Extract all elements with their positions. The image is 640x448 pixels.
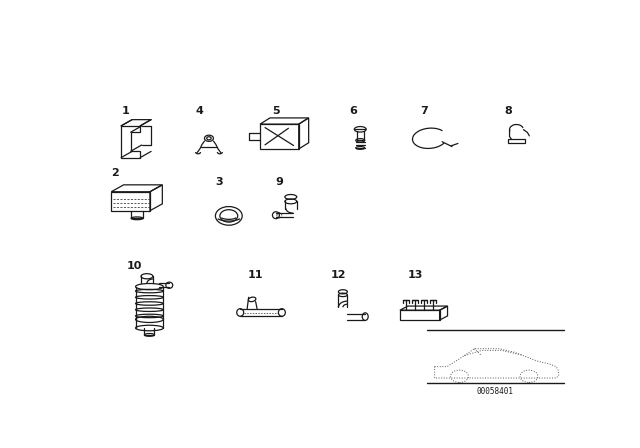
Text: 00058401: 00058401 xyxy=(477,388,514,396)
Text: 8: 8 xyxy=(504,106,512,116)
Text: 10: 10 xyxy=(127,261,143,271)
Text: 9: 9 xyxy=(275,177,284,186)
Text: 5: 5 xyxy=(273,106,280,116)
Text: 11: 11 xyxy=(248,270,263,280)
Text: 7: 7 xyxy=(420,106,428,116)
Text: 2: 2 xyxy=(111,168,118,178)
Text: 12: 12 xyxy=(330,270,346,280)
Text: 13: 13 xyxy=(408,270,423,280)
Text: 4: 4 xyxy=(195,106,203,116)
Text: 6: 6 xyxy=(349,106,357,116)
Text: 1: 1 xyxy=(122,106,130,116)
Text: 3: 3 xyxy=(215,177,223,186)
